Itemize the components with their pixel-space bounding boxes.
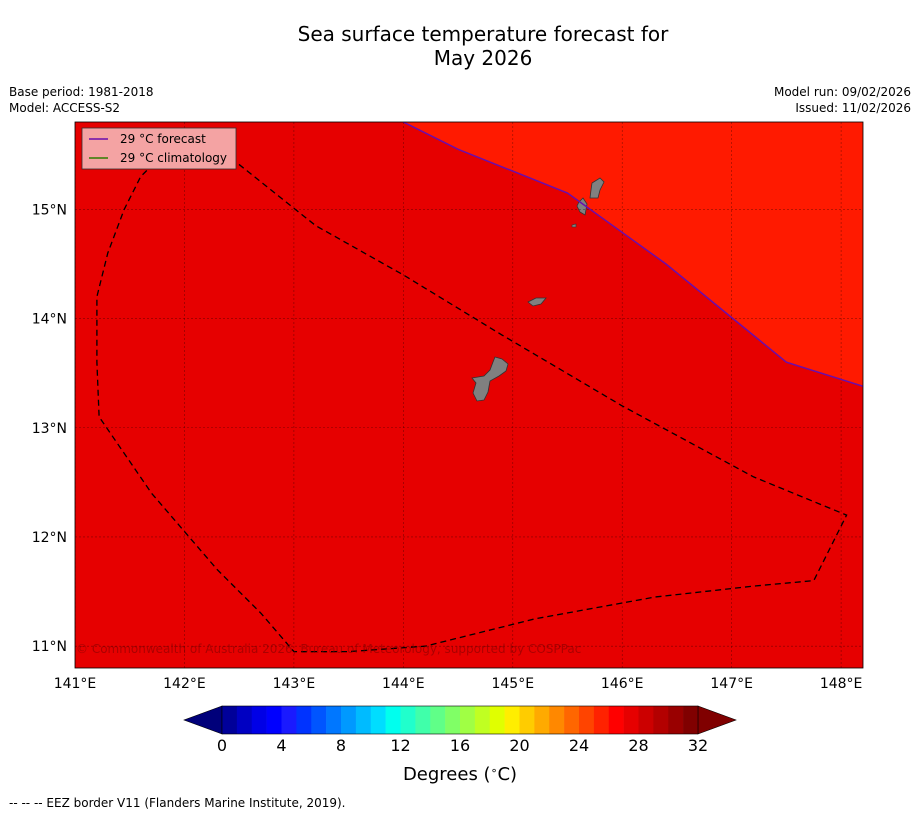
gridlines: [75, 122, 863, 668]
legend-forecast-label: 29 °C forecast: [120, 132, 206, 146]
footnote-eez: -- -- -- EEZ border V11 (Flanders Marine…: [9, 796, 346, 810]
colorbar-tick-label: 32: [688, 736, 708, 755]
y-tick-label: 15°N: [32, 202, 67, 218]
y-tick-label: 13°N: [32, 421, 67, 437]
colorbar-frame: [221, 705, 699, 735]
legend: 29 °C forecast 29 °C climatology: [81, 127, 237, 170]
islands: [471, 177, 605, 402]
colorbar-swatch: [564, 706, 580, 734]
colorbar-swatch: [326, 706, 342, 734]
x-tick-label: 143°E: [273, 676, 316, 692]
x-tick-label: 145°E: [491, 676, 534, 692]
island-rota: [527, 297, 547, 307]
colorbar-swatch: [668, 706, 684, 734]
colorbar-swatch: [579, 706, 595, 734]
y-tick-label: 14°N: [32, 312, 67, 328]
colorbar-swatch: [266, 706, 282, 734]
x-tick-label: 141°E: [54, 676, 97, 692]
island-saipan: [589, 177, 605, 199]
colorbar-swatch: [251, 706, 267, 734]
copyright-notice: © Commonwealth of Australia 2026, Bureau…: [76, 642, 581, 656]
colorbar-tick-label: 24: [569, 736, 589, 755]
colorbar-swatch: [489, 706, 505, 734]
model-run: Model run: 09/02/2026: [773, 85, 911, 99]
colorbar-min-extension: [183, 705, 223, 735]
x-axis: 141°E 142°E 143°E 144°E 145°E 146°E 147°E 148°E: [54, 676, 863, 692]
colorbar-swatch: [474, 706, 491, 734]
meta-left: Base period: 1981-2018 Model: ACCESS-S2: [9, 84, 154, 116]
y-axis: 11°N 12°N 13°N 14°N 15°N: [32, 202, 67, 655]
colorbar-swatch: [683, 706, 699, 734]
colorbar: 0 4 8 12 16 20 24 28 32: [183, 705, 737, 755]
y-tick-label: 12°N: [32, 530, 67, 546]
colorbar-swatch: [608, 706, 624, 734]
colorbar-tick-label: 0: [217, 736, 227, 755]
island-guam: [471, 356, 509, 402]
x-tick-label: 142°E: [163, 676, 206, 692]
colorbar-tick-label: 4: [276, 736, 286, 755]
meta-right: Model run: 09/02/2026 Issued: 11/02/2026: [774, 84, 911, 116]
colorbar-swatch: [341, 706, 357, 734]
colorbar-swatch: [445, 706, 461, 734]
colorbar-swatch: [593, 706, 610, 734]
x-tick-label: 144°E: [382, 676, 425, 692]
base-period: Base period: 1981-2018: [9, 85, 154, 99]
x-tick-label: 148°E: [820, 676, 863, 692]
y-tick-label: 11°N: [32, 639, 67, 655]
island-aguijan: [571, 223, 577, 228]
colorbar-swatch: [534, 706, 550, 734]
colorbar-swatch: [281, 706, 297, 734]
map-frame: [74, 121, 864, 669]
colorbar-swatch: [311, 706, 327, 734]
colorbar-max-extension: [697, 705, 737, 735]
eez-border: [96, 140, 848, 653]
colorbar-swatch: [355, 706, 372, 734]
colorbar-swatch: [236, 706, 253, 734]
colorbar-swatch: [519, 706, 535, 734]
title-line-1: Sea surface temperature forecast for: [297, 22, 669, 46]
hot-region: [403, 122, 863, 387]
issued-date: Issued: 11/02/2026: [795, 101, 911, 115]
colorbar-swatch: [549, 706, 565, 734]
colorbar-swatch: [370, 706, 386, 734]
colorbar-swatch: [460, 706, 476, 734]
colorbar-swatch: [430, 706, 446, 734]
legend-climatology-label: 29 °C climatology: [120, 151, 227, 165]
forecast-contour-29c: [402, 122, 863, 388]
legend-box: [81, 127, 237, 170]
colorbar-swatch: [400, 706, 416, 734]
colorbar-tick-label: 16: [450, 736, 470, 755]
colorbar-tick-label: 20: [509, 736, 529, 755]
colorbar-swatch: [296, 706, 312, 734]
colorbar-swatch: [385, 706, 401, 734]
colorbar-label: Degrees (∘C): [403, 764, 517, 786]
chart-title: Sea surface temperature forecast for May…: [0, 22, 919, 70]
colorbar-swatch: [415, 706, 431, 734]
colorbar-swatch: [222, 706, 238, 734]
colorbar-swatch: [504, 706, 520, 734]
colorbar-swatch: [623, 706, 639, 734]
colorbar-tick-label: 12: [390, 736, 410, 755]
model-name: Model: ACCESS-S2: [9, 101, 121, 115]
title-line-2: May 2026: [433, 46, 533, 70]
colorbar-tick-label: 28: [628, 736, 648, 755]
colorbar-tick-label: 8: [336, 736, 346, 755]
map-area: [75, 122, 863, 668]
colorbar-swatch: [653, 706, 669, 734]
colorbar-swatch: [638, 706, 654, 734]
x-tick-label: 146°E: [601, 676, 644, 692]
x-tick-label: 147°E: [710, 676, 753, 692]
